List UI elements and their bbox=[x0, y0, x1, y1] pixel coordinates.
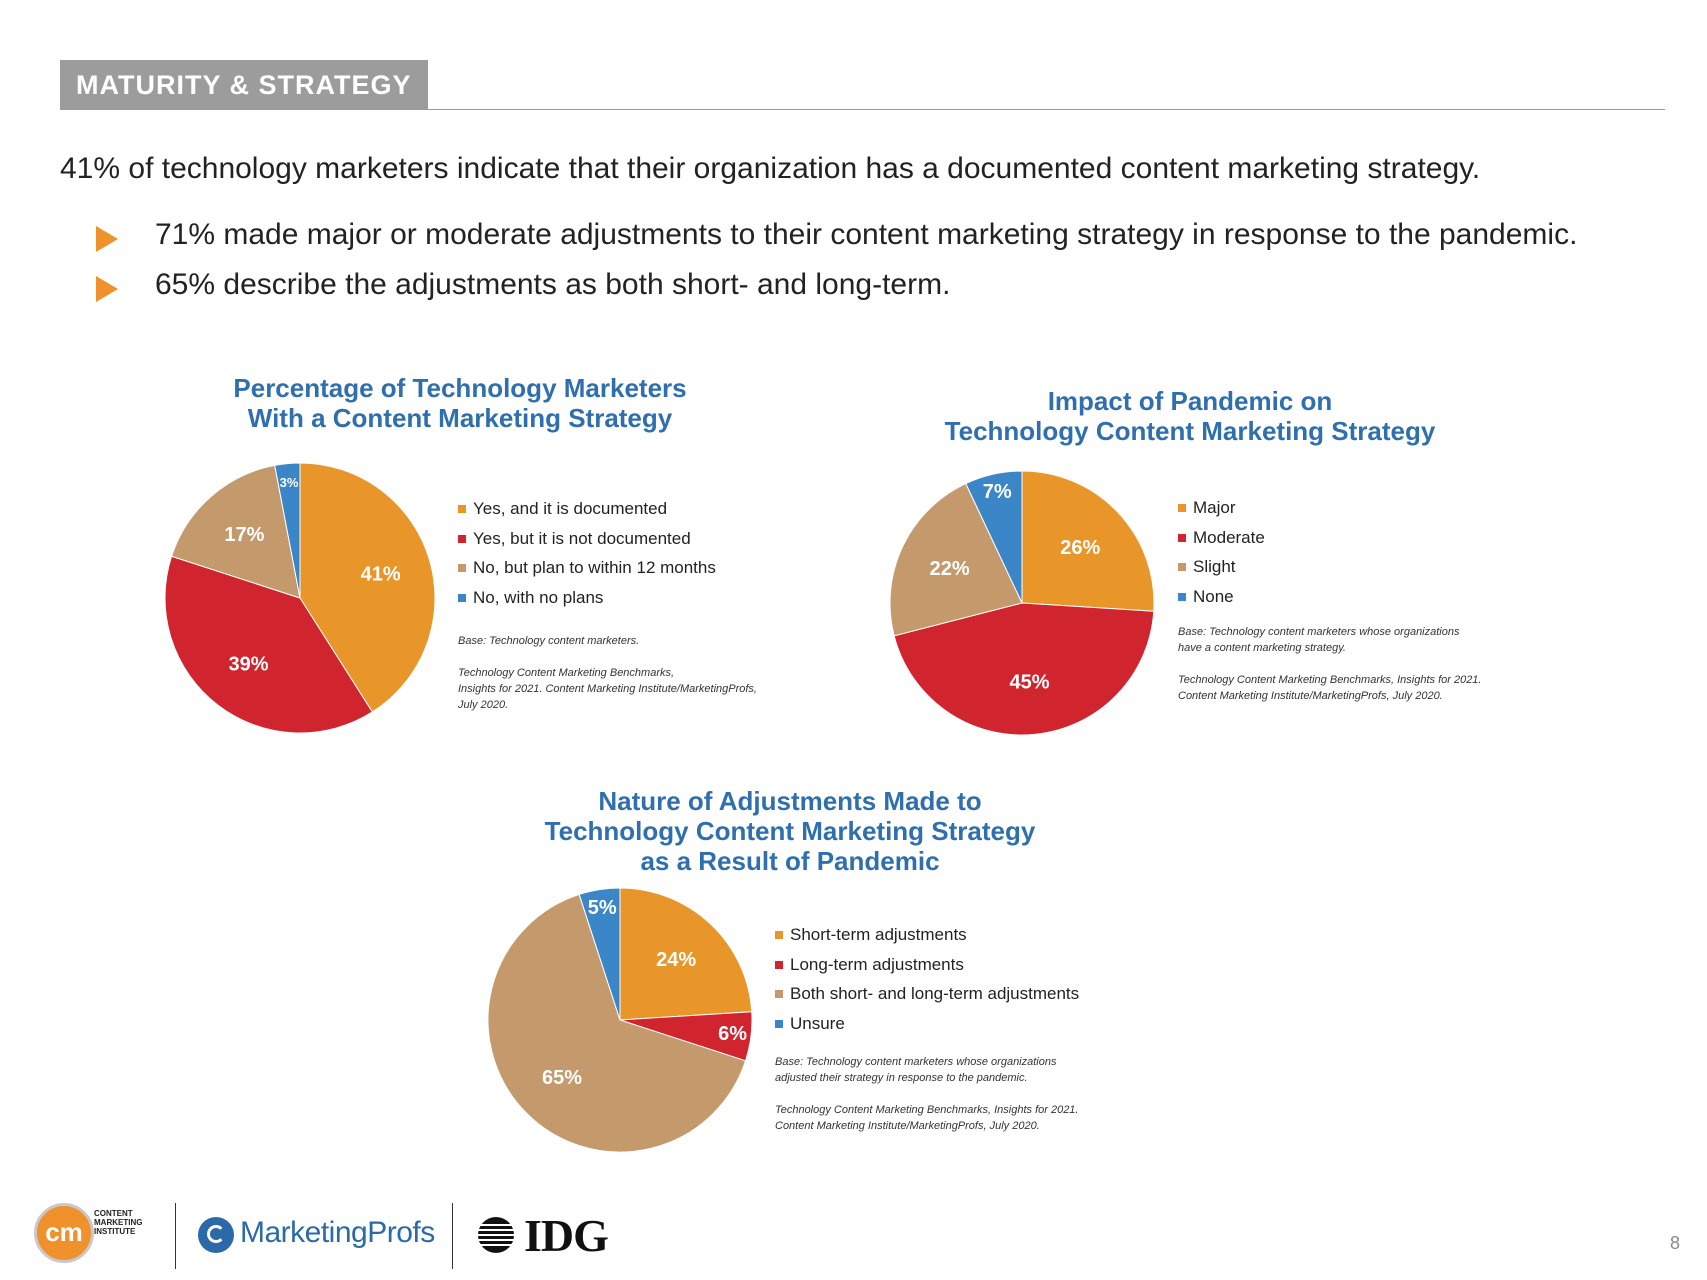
triangle-bullet-icon bbox=[96, 276, 118, 302]
source-note: Base: Technology content marketers whose… bbox=[1178, 624, 1481, 704]
bullet-text: 71% made major or moderate adjustments t… bbox=[155, 218, 1578, 251]
cmi-logo-mark: cm bbox=[34, 1203, 94, 1263]
pie-slice bbox=[274, 462, 301, 599]
legend-label: Short-term adjustments bbox=[790, 925, 967, 944]
pie-data-label: 41% bbox=[361, 564, 401, 586]
note-line: Technology Content Marketing Benchmarks, bbox=[458, 667, 675, 679]
source-note: Base: Technology content marketers. Tech… bbox=[458, 633, 757, 713]
pie-data-label: 39% bbox=[229, 653, 269, 675]
note-line bbox=[458, 649, 757, 665]
pie-data-label: 3% bbox=[280, 475, 299, 490]
legend-label: None bbox=[1193, 586, 1234, 606]
legend-label: Yes, but it is not documented bbox=[473, 528, 691, 548]
pie-slice bbox=[164, 555, 374, 734]
pie-slice bbox=[487, 893, 747, 1153]
note-line: Insights for 2021. Content Marketing Ins… bbox=[458, 683, 757, 695]
legend-label: Unsure bbox=[790, 1013, 845, 1033]
section-tag: MATURITY & STRATEGY bbox=[60, 60, 428, 110]
note-line: Content Marketing Institute/MarketingPro… bbox=[1178, 690, 1443, 702]
chart-title: Percentage of Technology Marketers With … bbox=[160, 373, 760, 433]
header-rule bbox=[60, 109, 1665, 110]
chart-title-line: as a Result of Pandemic bbox=[640, 846, 940, 876]
note-line: Base: Technology content marketers whose… bbox=[1178, 626, 1460, 638]
headline: 41% of technology marketers indicate tha… bbox=[60, 152, 1481, 185]
pie-slice bbox=[965, 470, 1023, 604]
note-line: Base: Technology content marketers. bbox=[458, 635, 640, 647]
legend-swatch bbox=[775, 960, 783, 969]
logo-divider bbox=[175, 1203, 176, 1269]
legend-swatch bbox=[1178, 533, 1186, 542]
note-line: Base: Technology content marketers whose… bbox=[775, 1056, 1057, 1068]
pie-data-label: 24% bbox=[656, 949, 696, 971]
footer-logos: cm CONTENT MARKETING INSTITUTE Marketing… bbox=[30, 1195, 650, 1275]
pie-slice bbox=[170, 464, 301, 599]
chart-title: Impact of Pandemic on Technology Content… bbox=[890, 386, 1490, 446]
pie-data-label: 26% bbox=[1060, 537, 1100, 559]
note-line: Technology Content Marketing Benchmarks,… bbox=[775, 1104, 1079, 1116]
pie-data-label: 17% bbox=[224, 524, 264, 546]
legend-swatch bbox=[1178, 504, 1186, 512]
legend-swatch bbox=[458, 505, 466, 513]
pie-data-label: 65% bbox=[542, 1067, 582, 1089]
legend-swatch bbox=[775, 990, 783, 998]
marketingprofs-logo-text: MarketingProfs bbox=[240, 1216, 435, 1249]
cmi-logo: cm CONTENT MARKETING INSTITUTE bbox=[30, 1203, 150, 1269]
logo-divider bbox=[452, 1203, 453, 1269]
note-line: July 2020. bbox=[458, 699, 509, 711]
source-note: Base: Technology content marketers whose… bbox=[775, 1054, 1078, 1134]
pie-data-label: 6% bbox=[718, 1023, 747, 1045]
note-line: Technology Content Marketing Benchmarks,… bbox=[1178, 674, 1482, 686]
chart-title-line: Percentage of Technology Marketers bbox=[233, 373, 687, 403]
legend-swatch bbox=[1178, 563, 1186, 571]
note-line: adjusted their strategy in response to t… bbox=[775, 1072, 1028, 1084]
pie-chart: 41% 39% 17% 3% bbox=[164, 462, 436, 734]
legend-label: Both short- and long-term adjustments bbox=[790, 984, 1080, 1003]
legend-label: No, but plan to within 12 months bbox=[473, 558, 716, 577]
note-line bbox=[1178, 656, 1481, 672]
pie-chart: 24% 6% 65% 5% bbox=[487, 887, 753, 1153]
legend-label: Long-term adjustments bbox=[790, 954, 964, 974]
cmi-logo-text: CONTENT MARKETING INSTITUTE bbox=[94, 1209, 143, 1236]
pie-data-label: 45% bbox=[1010, 672, 1050, 694]
pie-slice bbox=[893, 602, 1155, 736]
legend-swatch bbox=[458, 593, 466, 602]
note-line: Content Marketing Institute/MarketingPro… bbox=[775, 1120, 1040, 1132]
legend-label: Yes, and it is documented bbox=[473, 499, 668, 518]
pie-slice bbox=[889, 482, 1023, 637]
chart-title-line: Impact of Pandemic on bbox=[1047, 386, 1333, 416]
pie-data-label: 22% bbox=[930, 558, 970, 580]
legend-swatch bbox=[458, 534, 466, 543]
chart-title: Nature of Adjustments Made to Technology… bbox=[490, 786, 1090, 876]
pie-chart: 26% 45% 22% 7% bbox=[889, 470, 1155, 736]
chart-title-line: Nature of Adjustments Made to bbox=[598, 786, 982, 816]
legend-swatch bbox=[1178, 592, 1186, 601]
idg-logo-text: IDG bbox=[524, 1210, 609, 1261]
legend-swatch bbox=[458, 564, 466, 572]
legend-swatch bbox=[775, 1019, 783, 1028]
legend-label: No, with no plans bbox=[473, 587, 604, 607]
note-line bbox=[775, 1086, 1078, 1102]
pie-data-label: 7% bbox=[983, 481, 1012, 503]
legend-label: Slight bbox=[1193, 557, 1236, 576]
pie-slice bbox=[1021, 470, 1155, 612]
legend-label: Moderate bbox=[1193, 527, 1265, 547]
marketingprofs-logo-icon bbox=[198, 1217, 234, 1253]
legend-label: Major bbox=[1193, 498, 1236, 517]
page-number: 8 bbox=[1670, 1233, 1681, 1253]
pie-data-label: 5% bbox=[588, 897, 617, 919]
pie-slice bbox=[299, 462, 436, 713]
pie-slice bbox=[619, 887, 753, 1021]
note-line: have a content marketing strategy. bbox=[1178, 642, 1346, 654]
chart-title-line: Technology Content Marketing Strategy bbox=[944, 416, 1436, 446]
idg-globe-icon bbox=[474, 1217, 518, 1253]
triangle-bullet-icon bbox=[96, 226, 118, 252]
legend-swatch bbox=[775, 931, 783, 939]
chart-title-line: With a Content Marketing Strategy bbox=[247, 403, 673, 433]
bullet-text: 65% describe the adjustments as both sho… bbox=[155, 268, 951, 301]
pie-slice bbox=[578, 887, 621, 1021]
chart-title-line: Technology Content Marketing Strategy bbox=[544, 816, 1036, 846]
